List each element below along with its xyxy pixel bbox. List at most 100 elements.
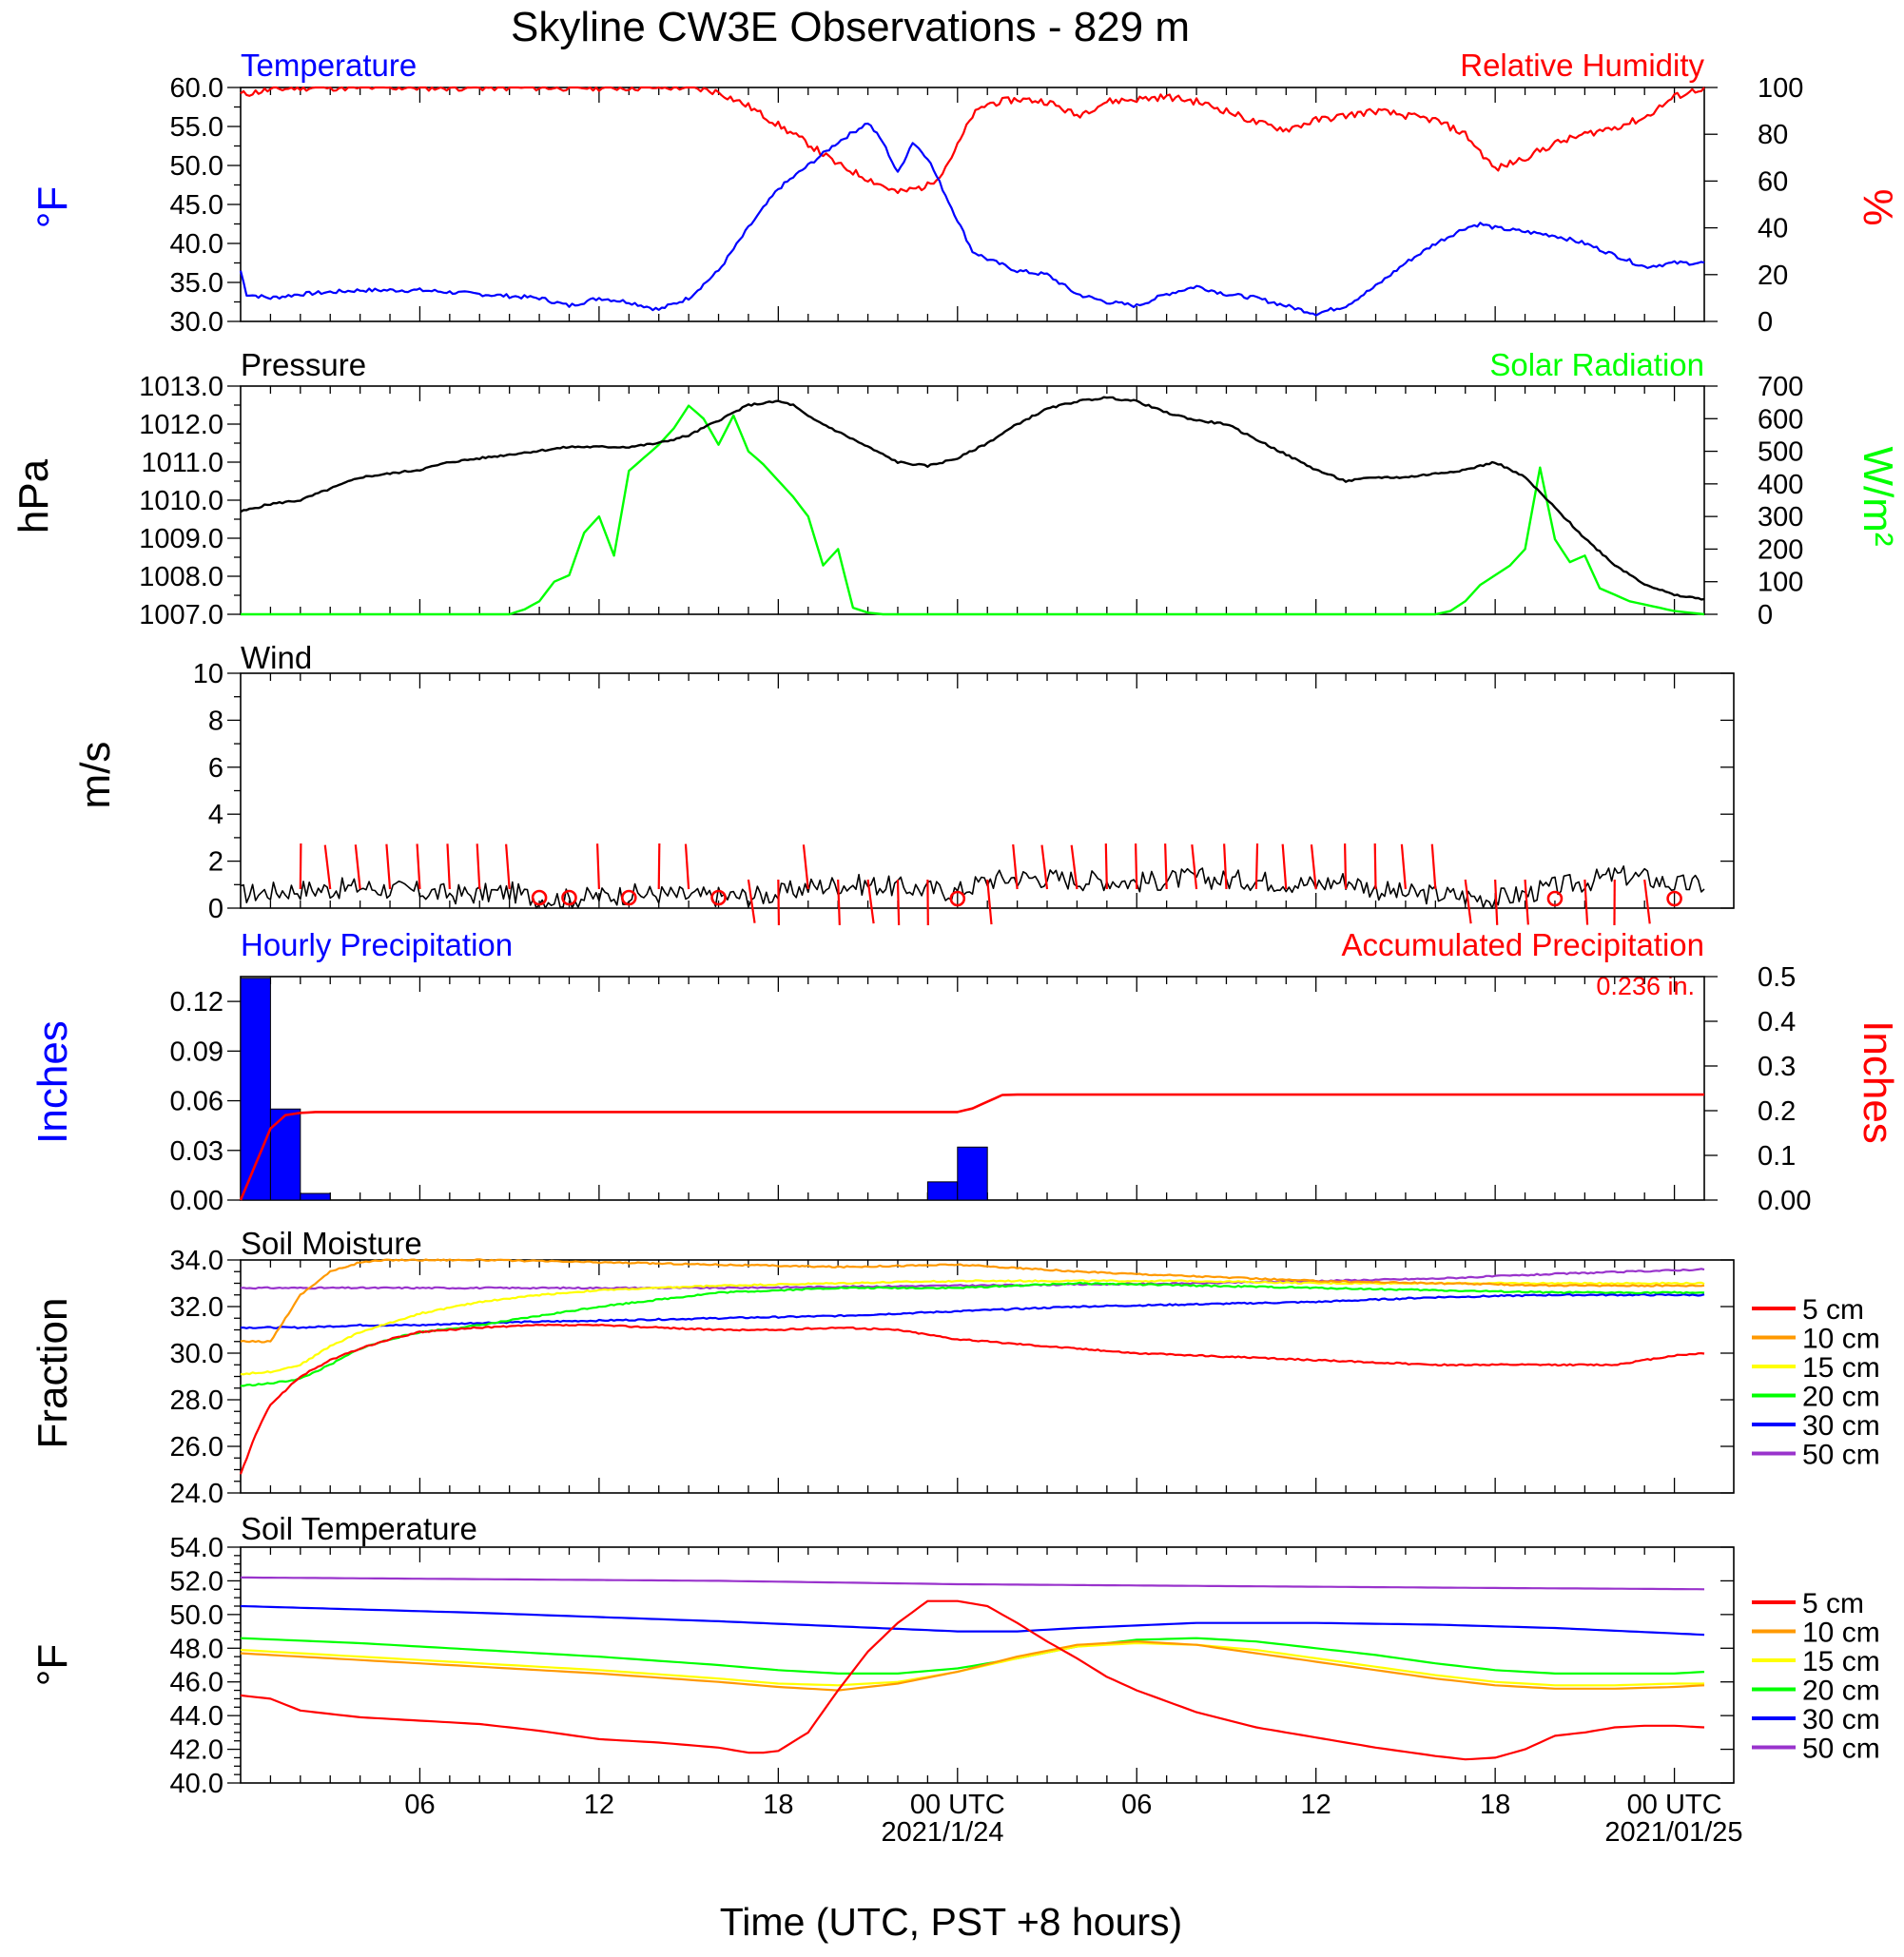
soil-temperature-title: Soil Temperature [241,1511,477,1546]
accumulated-precip-line [239,1093,1704,1201]
soil-moisture-axis-label: Fraction [29,1298,76,1449]
st-legend-label: 15 cm [1802,1646,1880,1677]
wind-barb [1494,879,1499,925]
temp-y-tick-label: 60.0 [170,73,223,104]
sm-legend-label: 20 cm [1802,1382,1880,1413]
sm-y-tick-label: 34.0 [170,1246,223,1276]
temp-y2-tick-label: 40 [1758,214,1788,244]
wind-calm-marker [1546,890,1564,907]
pressure-series-title: Pressure [241,347,366,382]
wind-barb [1400,843,1408,890]
soil-moisture-line [240,1268,1705,1290]
soil-temperature-line [240,1599,1705,1761]
st-y-tick-label: 46.0 [170,1668,223,1698]
time-axis: 2021/1/24 2021/01/25 Time (UTC, PST +8 h… [404,1790,1742,1944]
x-tick-label: 06 [1121,1790,1152,1820]
wind-barb [446,843,451,890]
solar-radiation-line [241,404,1705,616]
temp-y-tick-label: 50.0 [170,151,223,182]
precip-y-tick-label: 0.12 [170,987,223,1017]
pres-y-tick-label: 1010.0 [139,486,223,516]
wind-barb [476,843,481,890]
wind-barb [1643,879,1651,924]
soil-moisture-line [240,1258,1705,1344]
pres-y2-tick-label: 100 [1758,568,1803,598]
wind-y-tick-label: 2 [208,847,223,878]
st-y-tick-label: 52.0 [170,1566,223,1597]
humidity-series-title: Relative Humidity [1460,48,1704,83]
sm-legend-label: 5 cm [1802,1294,1864,1326]
precip-y-tick-label: 0.00 [170,1186,223,1216]
st-y-tick-label: 42.0 [170,1735,223,1766]
temperature-axis-label: °F [29,186,76,228]
temp-y2-tick-label: 20 [1758,261,1788,291]
soil-temperature-line [240,1637,1705,1676]
humidity-line [240,86,1705,195]
wind-barb [1281,843,1288,890]
st-legend-label: 30 cm [1802,1704,1880,1735]
wind-barb [866,879,875,924]
chart-title: Skyline CW3E Observations - 829 m [511,4,1190,50]
soil-temperature-panel: Soil Temperature °F 54.052.050.048.0 46.0… [29,1511,1880,1799]
sm-legend-label: 15 cm [1802,1352,1880,1384]
wind-speed-line [240,864,1705,909]
soil-temperature-line [240,1604,1705,1637]
soil-temperature-line [240,1640,1705,1692]
wind-barb [684,843,690,890]
sm-y-tick-label: 30.0 [170,1339,223,1369]
soil-moisture-line [239,1323,1705,1475]
temp-y-tick-label: 35.0 [170,268,223,299]
pres-y-tick-label: 1011.0 [141,448,223,478]
pressure-line [240,396,1705,601]
pres-y2-tick-label: 300 [1758,502,1803,533]
wind-barb [1344,843,1348,890]
sm-legend-label: 50 cm [1802,1440,1880,1471]
st-y-tick-label: 40.0 [170,1769,223,1799]
wind-barb [1430,843,1437,890]
wind-barb [657,843,661,890]
wind-barb [1254,843,1259,890]
wind-barb [802,844,809,890]
sm-y-tick-label: 28.0 [170,1385,223,1416]
wind-y-tick-label: 4 [208,800,223,830]
precip-y2-tick-label: 0.4 [1758,1007,1796,1037]
pres-y-tick-label: 1007.0 [139,600,223,630]
hourly-precip-bar [926,1181,959,1201]
pres-y2-tick-label: 0 [1758,600,1773,630]
st-y-tick-label: 50.0 [170,1600,223,1631]
wind-barb [1070,844,1078,890]
temp-y-tick-label: 45.0 [170,190,223,221]
temp-y-tick-label: 40.0 [170,229,223,260]
x-tick-label: 18 [763,1790,793,1820]
solar-series-title: Solar Radiation [1489,347,1704,382]
wind-barb [1191,844,1198,890]
pres-y-tick-label: 1008.0 [139,562,223,592]
wind-barb [385,843,392,890]
soil-temperature-axis-label: °F [29,1644,76,1686]
temp-y2-tick-label: 0 [1758,307,1773,338]
wind-barb [1310,844,1317,890]
wind-barb [1012,843,1019,890]
pressure-axis-label: hPa [10,458,57,533]
sm-y-tick-label: 26.0 [170,1432,223,1463]
sm-legend-label: 30 cm [1802,1410,1880,1442]
x-tick-label: 12 [584,1790,614,1820]
pres-y2-tick-label: 400 [1758,470,1803,500]
accumulated-precip-axis-label: Inches [1855,1020,1901,1144]
temp-y2-tick-label: 80 [1758,120,1788,150]
precip-y2-tick-label: 0.3 [1758,1052,1796,1082]
wind-calm-marker [561,889,577,906]
wind-barb [1373,843,1377,890]
wind-y-tick-label: 6 [208,753,223,784]
wind-barb [505,843,511,890]
pres-y2-tick-label: 700 [1758,372,1803,402]
wind-y-tick-label: 8 [208,706,223,736]
date-label-day2: 2021/01/25 [1604,1817,1742,1848]
soil-moisture-line [241,1292,1705,1329]
wind-calm-marker [621,889,637,906]
wind-barb [747,879,756,923]
pres-y-tick-label: 1013.0 [139,372,223,402]
wind-panel: Wind m/s 10 8 6 4 2 0 [72,640,1735,926]
wind-barb [1583,879,1589,925]
